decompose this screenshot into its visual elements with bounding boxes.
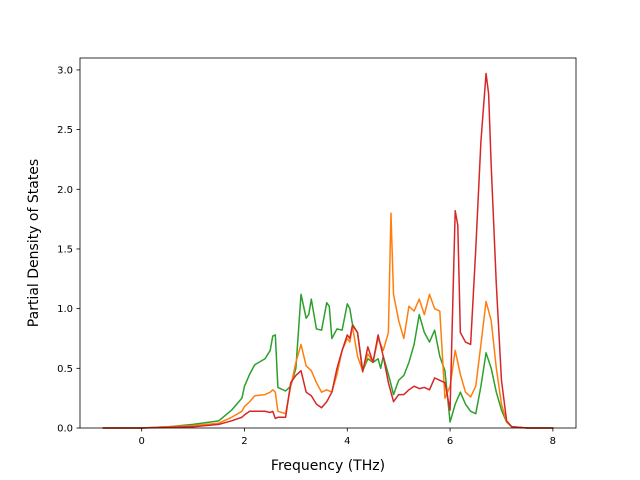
y-axis-label: Partial Density of States — [26, 159, 42, 327]
plot-area — [80, 58, 576, 428]
y-tick-label: 1.0 — [57, 304, 73, 315]
plot-frame — [79, 57, 577, 429]
y-tick-label: 1.5 — [57, 244, 73, 255]
x-tick-label: 4 — [344, 436, 350, 447]
x-tick-label: 6 — [447, 436, 453, 447]
y-tick-label: 0.5 — [57, 364, 73, 375]
x-tick-label: 0 — [138, 436, 144, 447]
y-tick-label: 0.0 — [57, 424, 73, 435]
x-axis-label: Frequency (THz) — [271, 458, 385, 474]
y-tick-label: 2.0 — [57, 185, 73, 196]
x-tick-label: 2 — [241, 436, 247, 447]
series-line-3 — [102, 72, 554, 429]
y-tick-label: 3.0 — [57, 65, 73, 76]
x-axis-ticks: 0 2 4 6 8 — [138, 428, 556, 447]
y-tick-label: 2.5 — [57, 125, 73, 136]
series-layer — [102, 72, 554, 429]
y-axis-ticks: 0.0 0.5 1.0 1.5 2.0 2.5 3.0 — [57, 65, 80, 435]
x-tick-label: 8 — [550, 436, 556, 447]
